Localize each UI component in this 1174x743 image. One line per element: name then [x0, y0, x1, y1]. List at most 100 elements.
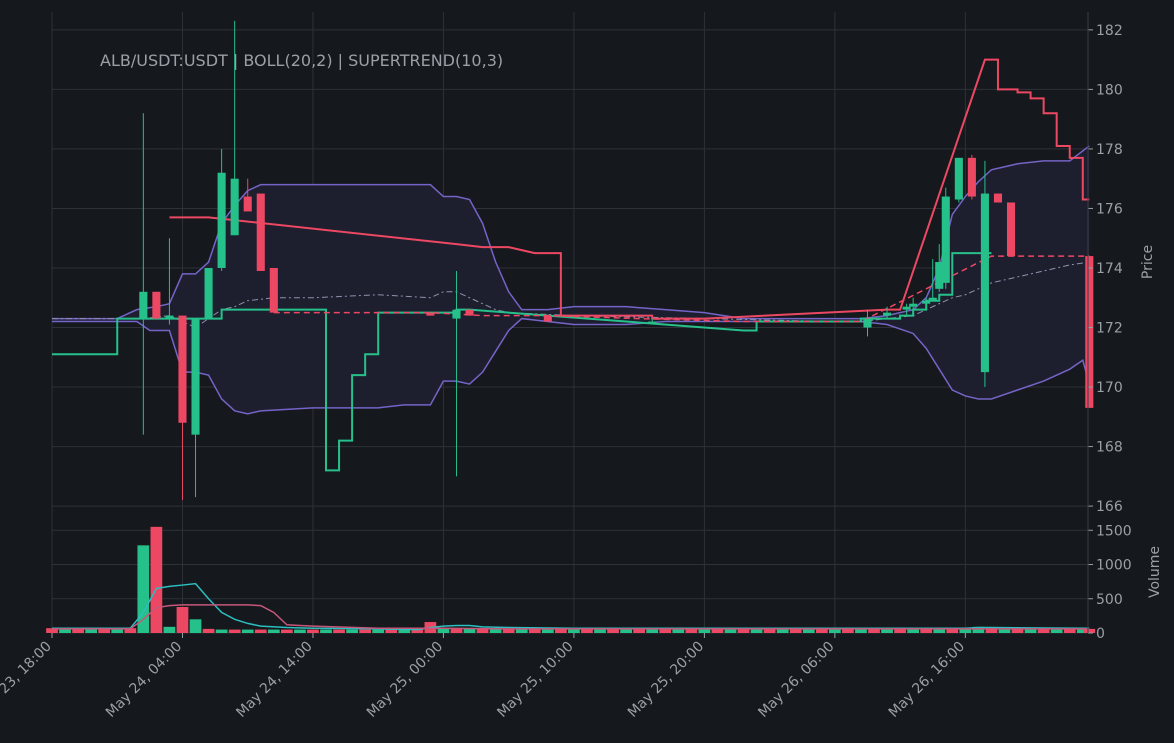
volume-bar [568, 628, 580, 633]
volume-bar [933, 628, 946, 633]
price-axis-label: Price [1140, 245, 1156, 279]
volume-bar [476, 628, 489, 633]
price-tick-label: 182 [1096, 23, 1123, 39]
volume-bar [881, 628, 893, 633]
volume-bar [528, 628, 541, 633]
candle-body [909, 303, 918, 307]
candle-body [152, 291, 161, 319]
volume-bar [802, 628, 815, 633]
volume-bar [463, 628, 476, 633]
candle-body [1085, 256, 1094, 408]
price-tick-label: 170 [1096, 380, 1123, 396]
volume-tick-label: 1000 [1096, 558, 1132, 574]
price-tick-label: 166 [1096, 499, 1123, 515]
candle-body [967, 157, 976, 197]
volume-bar [150, 526, 163, 633]
volume-bar [737, 628, 750, 633]
volume-bar [711, 628, 724, 633]
candle-body [452, 309, 461, 319]
volume-bar [646, 628, 659, 633]
candle-body [165, 315, 174, 319]
volume-bar [241, 629, 254, 633]
volume-ma2-line [52, 604, 1090, 630]
bollinger-fill [52, 145, 1090, 414]
candle-body [928, 297, 937, 301]
volume-bar [137, 545, 150, 633]
volume-bar [307, 629, 319, 633]
volume-bar [254, 629, 267, 633]
volume-bar [502, 628, 515, 633]
volume-bar [1037, 628, 1050, 633]
volume-bar [124, 628, 137, 633]
volume-bar [985, 627, 998, 633]
volume-bar [855, 628, 867, 633]
candle-body [941, 196, 950, 283]
candle-body [178, 315, 187, 423]
volume-bar [894, 628, 906, 633]
volume-bar [620, 628, 632, 633]
price-tick-label: 180 [1096, 82, 1123, 98]
candle-body [204, 267, 213, 319]
volume-bar [215, 629, 228, 633]
volume-bar [776, 628, 789, 633]
chart-title: ALB/USDT:USDT | BOLL(20,2) | SUPERTREND(… [100, 51, 503, 70]
volume-bar [385, 629, 398, 633]
volume-bar [541, 628, 554, 633]
volume-bar [46, 628, 58, 633]
volume-bar [437, 628, 450, 633]
volume-bar [450, 628, 463, 633]
volume-bar [228, 629, 241, 633]
candle-body [993, 193, 1003, 203]
volume-bars [46, 526, 1096, 633]
price-tick-label: 174 [1096, 261, 1123, 277]
volume-bar [750, 628, 763, 633]
volume-tick-label: 1500 [1096, 523, 1132, 539]
price-tick-label: 176 [1096, 201, 1123, 217]
candle-body [243, 196, 252, 212]
volume-bar [724, 628, 737, 633]
volume-bar [72, 628, 84, 633]
volume-bar [98, 628, 111, 633]
price-tick-label: 168 [1096, 440, 1123, 456]
volume-bar [515, 628, 528, 633]
volume-bar [111, 628, 124, 633]
price-tick-label: 172 [1096, 321, 1123, 337]
bollinger-mid-line [52, 261, 1090, 329]
volume-bar [1083, 628, 1096, 633]
candle-body [139, 291, 148, 319]
candle-body [902, 306, 911, 310]
volume-bar [789, 628, 802, 633]
candle-body [883, 312, 892, 316]
volume-bar [959, 628, 972, 633]
volume-bar [280, 629, 293, 633]
volume-bar [659, 628, 672, 633]
candle-body [191, 318, 200, 435]
volume-bar [398, 629, 411, 633]
volume-bar [59, 628, 71, 633]
supertrend-down-line [169, 58, 1090, 320]
volume-bar [359, 629, 372, 633]
volume-bar [685, 628, 698, 633]
volume-bar [489, 628, 502, 633]
volume-bar [1024, 628, 1037, 633]
volume-bar [920, 628, 933, 633]
candle-body [1006, 202, 1016, 257]
volume-bar [633, 628, 646, 633]
volume-bar [320, 629, 332, 633]
volume-bar [998, 628, 1011, 633]
volume-bar [594, 628, 606, 633]
candle-body [648, 321, 657, 324]
candle-body [217, 172, 226, 268]
volume-tick-label: 500 [1096, 592, 1123, 608]
candle-body [465, 309, 474, 316]
candle-body [256, 193, 265, 271]
candle-body [863, 318, 872, 328]
volume-bar [202, 628, 215, 633]
volume-bar [333, 629, 345, 633]
candle-body [954, 157, 963, 200]
volume-bar [267, 629, 280, 633]
volume-bar [1063, 628, 1076, 633]
volume-bar [672, 628, 685, 633]
volume-bar [907, 628, 920, 633]
